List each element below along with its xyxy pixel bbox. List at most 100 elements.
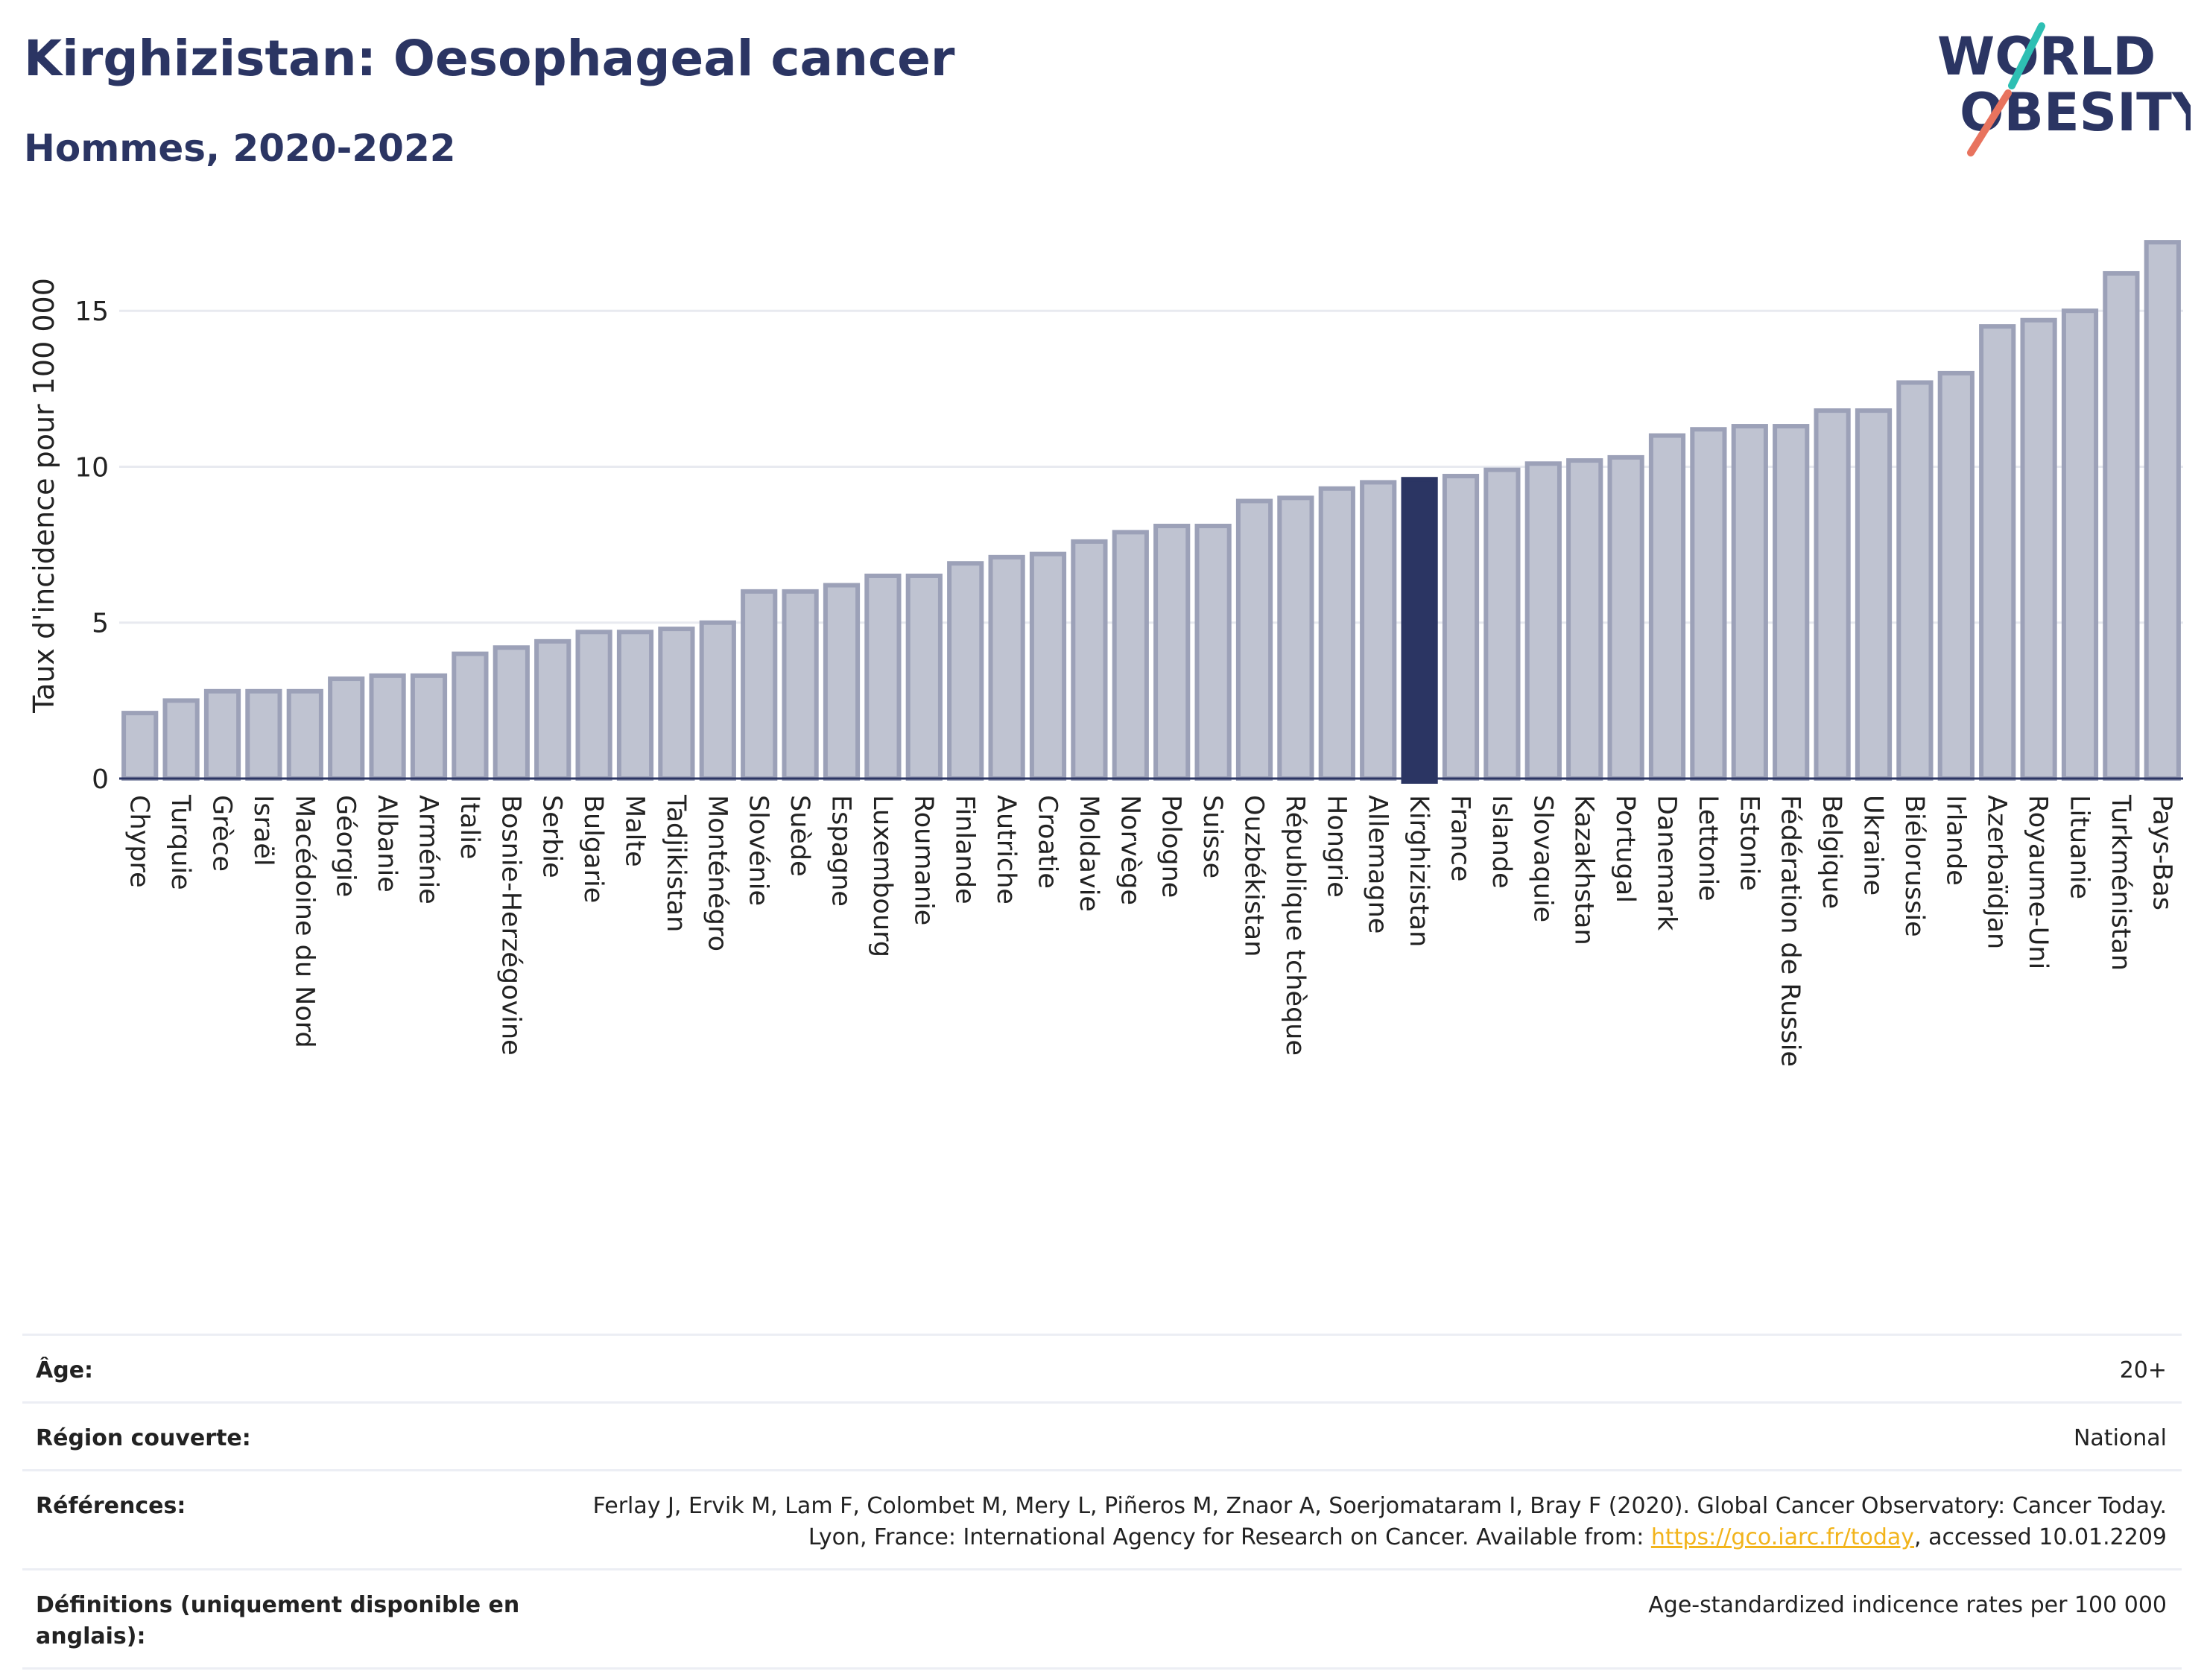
bar-Pays-Bas: [2144, 240, 2181, 781]
category-label: Azerbaïdjan: [1982, 795, 2012, 949]
category-label: Roumanie: [908, 795, 938, 925]
category-label: Espagne: [826, 795, 856, 907]
category-label: Arménie: [414, 795, 443, 904]
bar-Malte: [616, 630, 654, 781]
bar-Kirghizistan: [1401, 477, 1438, 784]
category-label: Macédoine du Nord: [289, 795, 319, 1048]
category-label: Kirghizistan: [1404, 795, 1434, 947]
category-label: Bulgarie: [578, 795, 608, 903]
definitions-value: Age-standardized indicence rates per 100…: [1648, 1592, 2167, 1618]
category-label: Grèce: [207, 795, 237, 872]
category-label: Pologne: [1156, 795, 1186, 898]
category-label: Ouzbékistan: [1239, 795, 1269, 957]
category-label: Luxembourg: [867, 795, 897, 957]
bar-Suède: [782, 589, 819, 781]
category-label: Hongrie: [1321, 795, 1351, 898]
bar-Turquie: [162, 698, 200, 782]
category-label: Ukraine: [1858, 795, 1888, 896]
bar-Grèce: [203, 688, 241, 781]
info-row-age: Âge: 20+: [22, 1334, 2182, 1401]
age-value: 20+: [2119, 1357, 2167, 1383]
world-obesity-logo: WORLD OBESITY: [1937, 22, 2191, 156]
region-value: National: [2073, 1425, 2167, 1451]
category-label: Islande: [1486, 795, 1516, 889]
category-label: Tadjikistan: [661, 794, 691, 932]
bar-Pologne: [1153, 523, 1191, 781]
bar-Islande: [1483, 467, 1521, 781]
category-label: Turquie: [165, 794, 195, 890]
category-label: Danemark: [1652, 795, 1682, 931]
bar-Kazakhstan: [1566, 458, 1603, 782]
bar-Allemagne: [1360, 480, 1397, 781]
bar-Albanie: [369, 673, 406, 781]
bar-Ouzbékistan: [1235, 498, 1273, 781]
category-label: Moldavie: [1074, 795, 1103, 912]
bar-Israël: [245, 688, 282, 781]
bar-Portugal: [1607, 454, 1644, 781]
bar-Arménie: [410, 673, 448, 781]
bar-Chypre: [121, 711, 159, 782]
bar-Bosnie-Herzégovine: [493, 645, 530, 782]
info-row-references: Références: Ferlay J, Ervik M, Lam F, Co…: [22, 1469, 2182, 1568]
category-label: Lettonie: [1693, 795, 1723, 901]
category-label: Suisse: [1197, 795, 1227, 878]
category-label: Slovaquie: [1527, 795, 1557, 922]
bar-France: [1442, 474, 1480, 781]
category-label: Serbie: [537, 795, 567, 878]
bar-Belgique: [1814, 408, 1851, 781]
bar-Danemark: [1648, 433, 1686, 781]
category-label: Malte: [620, 795, 650, 867]
bar-Tadjikistan: [658, 627, 695, 782]
bar-Luxembourg: [864, 573, 902, 782]
category-label: Suède: [785, 795, 814, 877]
bar-Monténégro: [699, 620, 736, 782]
bar-Estonie: [1731, 424, 1768, 781]
category-label: Irlande: [1940, 795, 1970, 886]
y-tick-label: 5: [92, 609, 109, 639]
y-tick-label: 15: [75, 297, 109, 327]
logo-slash-coral: [1967, 89, 2012, 156]
bar-Azerbaïdjan: [1979, 324, 2016, 781]
bar-Fédération de Russie: [1773, 424, 1810, 781]
category-label: Israël: [248, 795, 278, 866]
bar-Biélorussie: [1896, 380, 1934, 781]
bar-Suisse: [1194, 523, 1232, 781]
category-label: Albanie: [372, 795, 402, 893]
references-value: Ferlay J, Ervik M, Lam F, Colombet M, Me…: [565, 1491, 2167, 1553]
category-label: Turkménistan: [2106, 794, 2135, 971]
info-table: Âge: 20+ Région couverte: National Référ…: [22, 1334, 2182, 1670]
y-ticks: 0 5 10 15: [75, 297, 109, 795]
category-label: Fédération de Russie: [1776, 795, 1805, 1067]
bar-Royaume-Uni: [2020, 317, 2057, 781]
bar-Lettonie: [1690, 427, 1727, 781]
bars: [119, 240, 2183, 784]
references-link[interactable]: https://gco.iarc.fr/today: [1650, 1524, 1915, 1550]
definitions-label: Définitions (uniquement disponible en an…: [36, 1592, 520, 1649]
category-label: Italie: [455, 795, 484, 859]
bar-Italie: [452, 651, 489, 782]
info-row-definitions: Définitions (uniquement disponible en an…: [22, 1568, 2182, 1670]
info-row-region: Région couverte: National: [22, 1401, 2182, 1469]
bar-Hongrie: [1318, 486, 1355, 781]
references-accessed: , accessed 10.01.2209: [1914, 1524, 2167, 1550]
y-tick-label: 0: [92, 764, 109, 795]
category-label: Estonie: [1734, 795, 1764, 891]
category-label: Belgique: [1817, 795, 1846, 909]
category-label: Norvège: [1115, 795, 1144, 905]
bar-Slovaquie: [1524, 461, 1562, 781]
bar-République tchèque: [1277, 495, 1314, 782]
category-label: Allemagne: [1363, 795, 1393, 933]
category-label: Slovénie: [744, 795, 773, 906]
category-label: Chypre: [124, 795, 154, 888]
bar-Roumanie: [905, 573, 943, 782]
category-label: France: [1445, 795, 1475, 881]
bar-Autriche: [988, 554, 1025, 782]
logo-text-world: WORLD: [1937, 26, 2156, 87]
bar-Norvège: [1112, 530, 1149, 781]
bar-Irlande: [1937, 370, 1975, 781]
page-title: Kirghizistan: Oesophageal cancer: [24, 30, 955, 87]
bar-Macédoine du Nord: [286, 688, 323, 781]
category-label: Croatie: [1033, 795, 1063, 889]
category-label: République tchèque: [1280, 795, 1310, 1056]
category-label: Autriche: [991, 795, 1021, 904]
